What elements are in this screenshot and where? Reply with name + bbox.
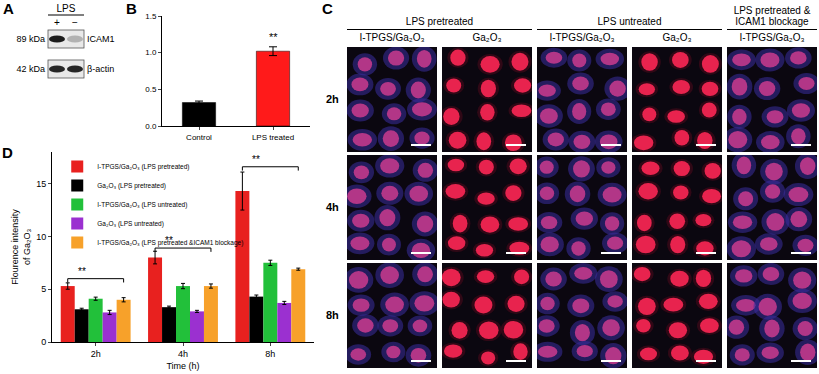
svg-text:LPS treated: LPS treated: [252, 133, 294, 142]
svg-text:I-TPGS/Ga₂O₃ (LPS untreated): I-TPGS/Ga₂O₃ (LPS untreated): [97, 201, 187, 209]
svg-text:5: 5: [41, 284, 46, 294]
svg-text:ICAM1: ICAM1: [87, 34, 115, 44]
svg-text:4h: 4h: [178, 349, 188, 359]
svg-text:**: **: [269, 31, 278, 43]
html-text:LPS pretreated & ICAM1 blockag: LPS pretreated & ICAM1 blockage: [733, 5, 811, 27]
svg-text:**: **: [165, 235, 173, 246]
svg-text:Ga₂O₃ (LPS untreated): Ga₂O₃ (LPS untreated): [97, 220, 164, 228]
svg-text:2h: 2h: [91, 349, 101, 359]
svg-text:42 kDa: 42 kDa: [16, 64, 45, 74]
html-text:LPS untreated: LPS untreated: [597, 16, 662, 27]
svg-text:10: 10: [36, 232, 46, 242]
svg-text:0: 0: [41, 337, 46, 347]
svg-text:8h: 8h: [265, 349, 275, 359]
html-text:4h: 4h: [326, 200, 339, 213]
html-text:I-TPGS/Ga₂O₃: I-TPGS/Ga₂O₃: [359, 32, 425, 43]
svg-text:A: A: [3, 0, 14, 17]
svg-text:1.0: 1.0: [145, 48, 157, 57]
svg-text:1.5: 1.5: [145, 12, 157, 21]
svg-text:β-actin: β-actin: [87, 64, 114, 74]
svg-text:0.0: 0.0: [145, 122, 157, 131]
html-text:LPS pretreated: LPS pretreated: [405, 16, 474, 27]
svg-text:Time (h): Time (h): [166, 361, 199, 371]
svg-text:Ga₂O₃ (LPS pretreated): Ga₂O₃ (LPS pretreated): [97, 182, 166, 190]
html-text:8h: 8h: [326, 308, 339, 321]
html-text:I-TPGS/Ga₂O₃: I-TPGS/Ga₂O₃: [549, 32, 615, 43]
svg-text:LPS: LPS: [57, 3, 76, 14]
svg-text:−: −: [72, 17, 78, 28]
html-text:Ga₂O₃: Ga₂O₃: [662, 32, 692, 43]
svg-text:Flourence intensityof Ga₂O₃: Flourence intensityof Ga₂O₃: [10, 209, 32, 285]
html-text:D: D: [2, 144, 13, 161]
html-text:Ga₂O₃: Ga₂O₃: [472, 32, 502, 43]
html-text:B: B: [126, 0, 137, 17]
svg-text:0.5: 0.5: [145, 85, 157, 94]
html-text:I-TPGS/Ga₂O₃: I-TPGS/Ga₂O₃: [739, 32, 805, 43]
svg-text:+: +: [54, 17, 60, 28]
svg-text:I-TPGS/Ga₂O₃ (LPS pretreated): I-TPGS/Ga₂O₃ (LPS pretreated): [97, 163, 189, 171]
html-text:2h: 2h: [326, 92, 339, 105]
svg-text:15: 15: [36, 179, 46, 189]
svg-text:89 kDa: 89 kDa: [16, 34, 45, 44]
svg-text:**: **: [252, 154, 260, 165]
html-text:C: C: [322, 0, 333, 17]
svg-text:**: **: [78, 266, 86, 277]
svg-text:Control: Control: [186, 133, 212, 142]
svg-text:I-TPGS/Ga₂O₃ (LPS pretreated &: I-TPGS/Ga₂O₃ (LPS pretreated &ICAM1 bloc…: [97, 239, 243, 247]
